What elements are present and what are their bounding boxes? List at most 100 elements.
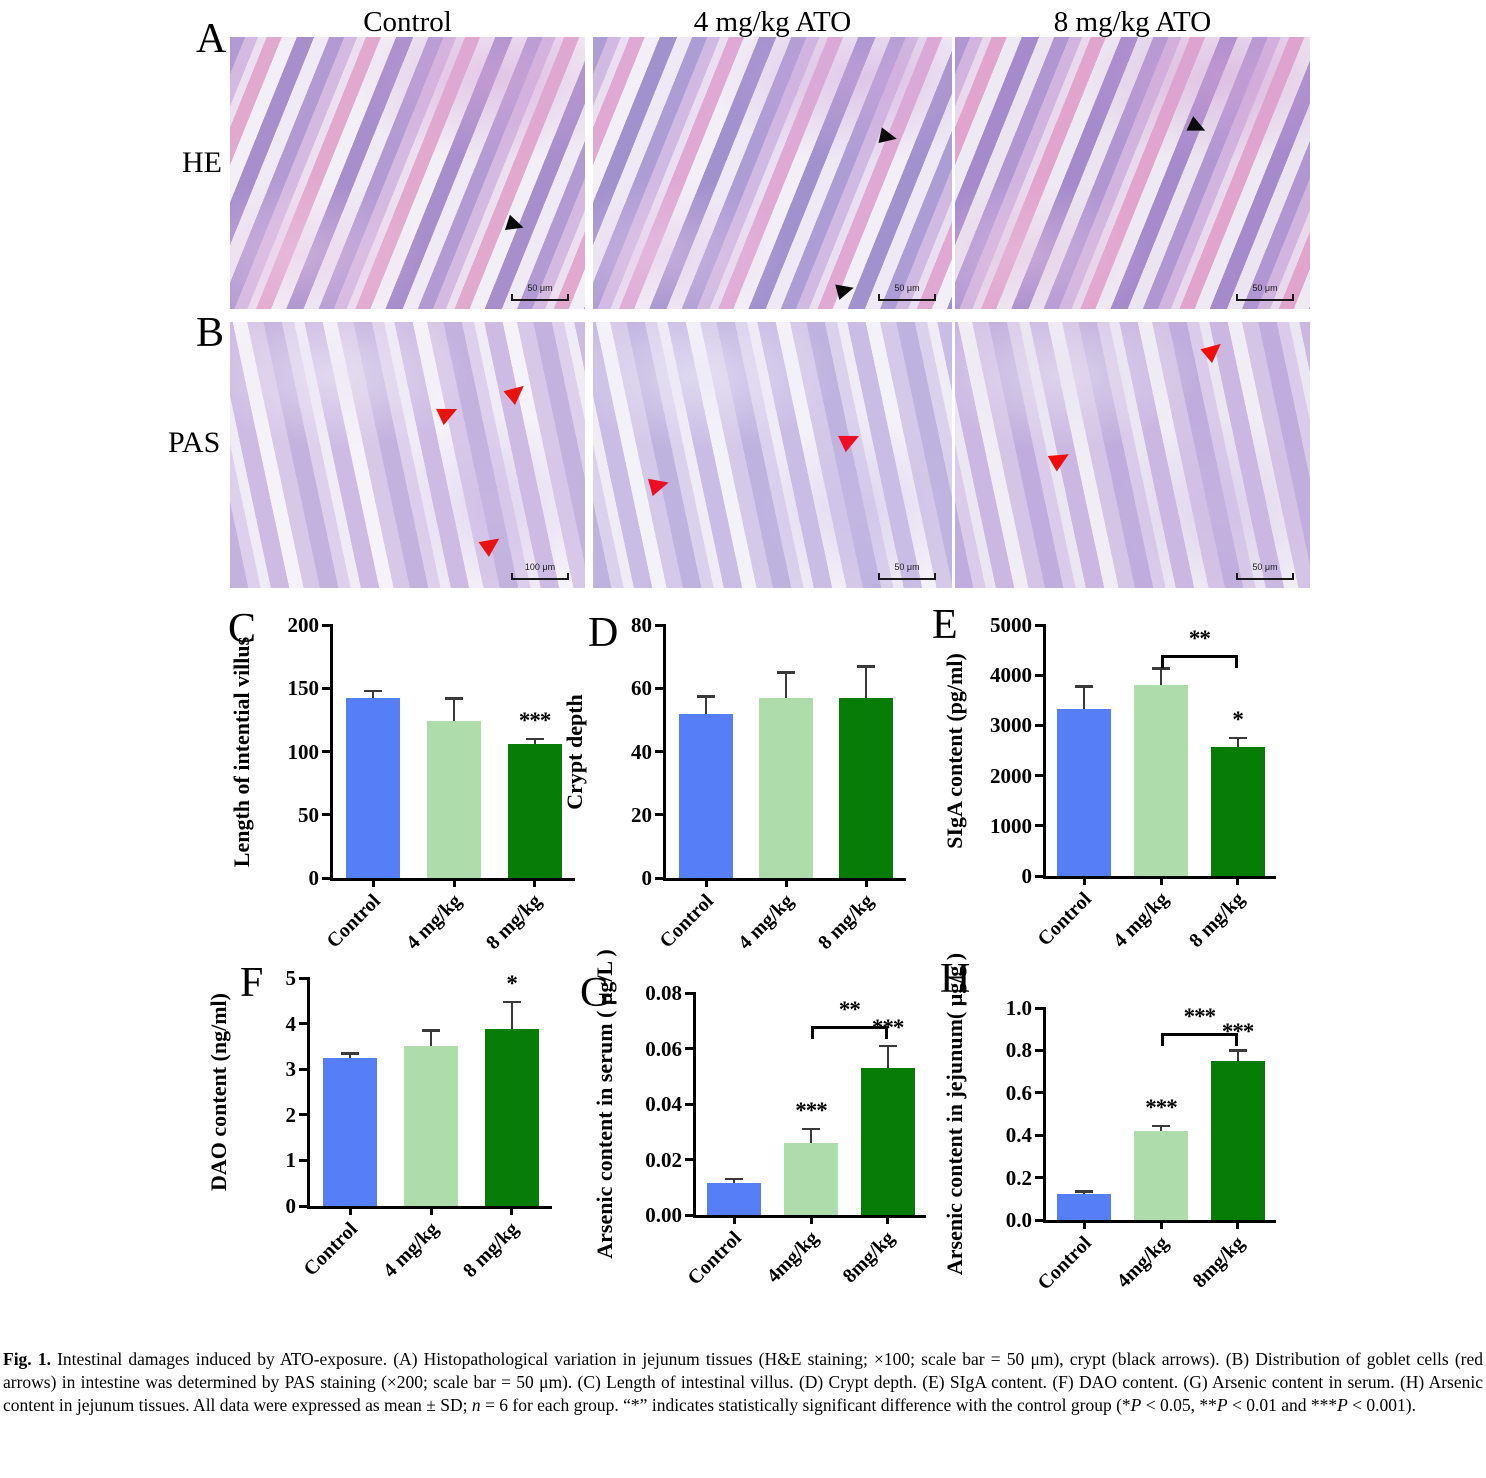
bar-8mg/kg [1210,1061,1265,1220]
ebar [1236,1050,1239,1061]
yticklabel: 0.8 [1005,1038,1032,1063]
ytick [685,1158,696,1161]
scale-bar-label: 50 μm [894,283,920,293]
sig: *** [1221,1019,1255,1045]
yticklabel: 0.6 [1005,1080,1032,1105]
bar-Control [679,713,733,878]
caption-segment: n [471,1395,481,1416]
ytick [1035,623,1046,627]
x-category-label: 4 mg/kg [378,1218,443,1282]
red-arrowhead-icon [837,427,863,453]
chart-F: F DAO content (ng/ml) 0 1 2 3 4 5 Control 4 mg/… [206,946,615,1366]
scale-bar: 50 μm [1236,562,1294,580]
red-arrowhead-icon [478,530,505,557]
ecap [525,737,544,741]
bar-Control [1057,709,1112,876]
histology-image-he-4mgkg: 50 μm [593,37,952,309]
plot-area-c: 0 50 100 150 200 Control 4 mg/kg *** 8 mg/kg [288,613,575,954]
bar-Control [346,698,401,878]
caption-segment: Fig. 1. [3,1349,58,1369]
yticklabel: 3000 [990,713,1032,738]
ytick [685,1102,696,1106]
x-category-label: Control [1033,888,1096,951]
ytick [1035,874,1046,878]
black-arrowhead-icon [504,214,526,235]
xtick [371,878,375,887]
ytick [299,1113,310,1117]
xtick [1159,1220,1163,1229]
ytick [1035,723,1046,727]
scale-bar-label: 50 μm [1252,283,1278,293]
panel-letter-c: C [228,606,257,652]
yticklabel: 150 [287,676,320,701]
scale-bar: 50 μm [878,283,936,301]
chart-G: G Arsenic content in serum ( μg/L ) 0.00… [575,946,965,1366]
bdrop [1161,1033,1164,1047]
caption-segment: P [1130,1395,1142,1416]
yticklabel: 20 [631,802,652,827]
x-category-label: 4mg/kg [1112,1232,1173,1293]
sig: * [1232,706,1244,732]
yticklabel: 0.2 [1005,1165,1032,1190]
xtick [886,1215,890,1224]
bar-Control [323,1057,378,1206]
red-arrowhead-icon [503,379,530,406]
ebar [1160,668,1162,685]
yticklabel: 80 [631,613,652,637]
x-category-label: Control [299,1218,362,1281]
chart-H: H Arsenic content in jejunum( μg/g ) 0.0… [935,946,1325,1366]
ytick [685,1213,696,1217]
ebar [810,1128,812,1143]
ytick [1035,774,1046,778]
red-arrowhead-icon [1199,336,1227,363]
yticklabel: 0 [308,866,320,890]
ebar [1236,737,1239,747]
yticklabel: 0.00 [645,1203,682,1227]
bar-8 mg/kg [507,743,562,878]
x-category-label: 8mg/kg [1188,1232,1250,1293]
column-header-4mgkg-ato: 4 mg/kg ATO [693,6,852,38]
yticklabel: 2000 [990,763,1032,788]
xtick [348,1206,352,1215]
panel-letter-e: E [932,602,958,648]
plot-area-f: 0 1 2 3 4 5 Control 4 mg/kg * 8 mg/kg [286,966,552,1282]
x-category-label: Control [1033,1232,1096,1295]
ytick [1035,824,1046,828]
ytick [1035,1218,1046,1222]
bar-4 mg/kg [1134,684,1188,876]
panel-letter-g: G [580,970,611,1016]
ebar [733,1178,736,1184]
histology-image-he-control: 50 μm [230,37,585,309]
ytick [655,813,666,817]
histology-image-pas-control: 100 μm [230,322,585,588]
xtick [704,878,708,887]
bar-8mg/kg [860,1067,915,1215]
ebar [372,690,375,699]
caption-segment: P [1337,1395,1348,1416]
scale-bar: 100 μm [511,562,569,580]
ecap [1228,1049,1247,1052]
ytick [322,813,333,817]
x-category-label: 8mg/kg [838,1227,900,1288]
ytick [299,1204,310,1208]
yticklabel: 50 [298,802,319,827]
x-category-label: 8 mg/kg [482,890,547,954]
xtick [809,1215,813,1224]
ebar [453,698,455,722]
xtick [1159,876,1163,885]
stain-label-he: HE [182,146,222,179]
yticklabel: 100 [287,739,320,764]
caption-segment: = 6 for each group. “*” indicates statis… [480,1395,1131,1416]
black-arrowhead-icon [878,127,899,148]
yticklabel: 0 [641,866,653,890]
ytick [1035,1091,1046,1095]
red-arrowhead-icon [648,474,672,497]
bar-Control [1057,1193,1112,1220]
bar-8 mg/kg [1210,747,1265,876]
x-category-label: 4 mg/kg [1108,888,1173,952]
x-category-label: 8 mg/kg [1185,888,1250,952]
ytick [299,1158,310,1162]
xtick [510,1206,514,1215]
yticklabel: 60 [631,676,652,701]
ytick [322,876,333,880]
